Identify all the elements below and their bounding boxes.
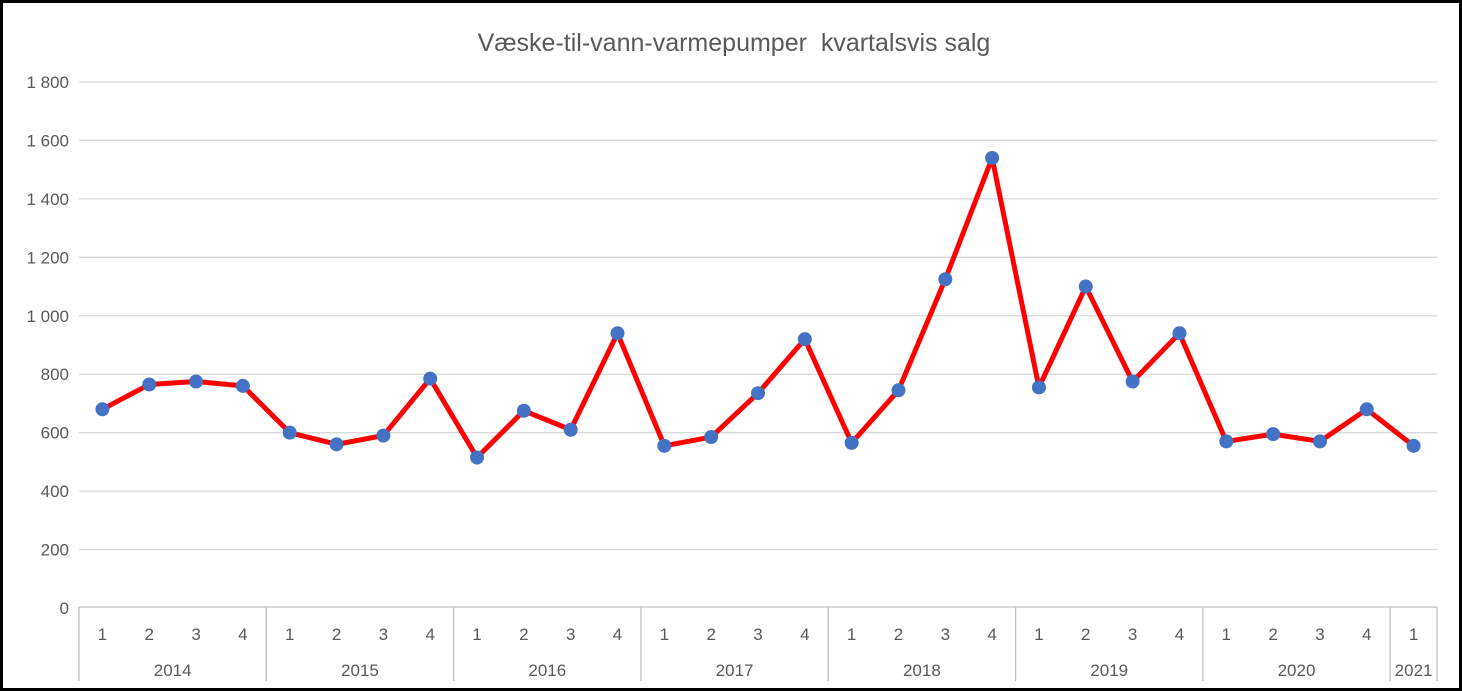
quarter-tick-label: 1 <box>660 625 669 644</box>
quarter-tick-label: 4 <box>613 625 622 644</box>
data-point-marker <box>423 371 438 386</box>
quarter-tick-label: 3 <box>191 625 200 644</box>
data-point-marker <box>235 378 250 393</box>
data-point-marker <box>610 326 625 341</box>
quarter-tick-label: 4 <box>1362 625 1371 644</box>
quarter-tick-label: 3 <box>941 625 950 644</box>
quarter-tick-label: 3 <box>1315 625 1324 644</box>
data-point-marker <box>985 150 1000 165</box>
quarter-tick-label: 1 <box>1222 625 1231 644</box>
data-point-marker <box>563 422 578 437</box>
quarter-tick-label: 3 <box>1128 625 1137 644</box>
quarter-tick-label: 4 <box>238 625 247 644</box>
data-point-marker <box>1172 326 1187 341</box>
data-point-marker <box>657 438 672 453</box>
data-point-marker <box>844 435 859 450</box>
data-point-marker <box>142 377 157 392</box>
y-tick-label: 1 600 <box>26 131 69 150</box>
quarter-tick-label: 4 <box>800 625 809 644</box>
quarter-tick-label: 2 <box>1268 625 1277 644</box>
year-tick-label: 2015 <box>341 661 379 680</box>
y-tick-label: 200 <box>41 541 69 560</box>
data-point-marker <box>95 402 110 417</box>
y-tick-label: 0 <box>60 599 69 618</box>
quarter-tick-label: 1 <box>472 625 481 644</box>
data-point-marker <box>189 374 204 389</box>
year-tick-label: 2019 <box>1090 661 1128 680</box>
quarter-tick-label: 1 <box>1034 625 1043 644</box>
year-tick-label: 2020 <box>1278 661 1316 680</box>
quarter-tick-label: 2 <box>1081 625 1090 644</box>
data-point-marker <box>1406 438 1421 453</box>
data-point-marker <box>1312 434 1327 449</box>
year-tick-label: 2014 <box>154 661 192 680</box>
quarter-tick-label: 1 <box>847 625 856 644</box>
chart-title: Væske-til-vann-varmepumper kvartalsvis s… <box>477 29 991 57</box>
year-tick-label: 2017 <box>716 661 754 680</box>
data-point-marker <box>329 437 344 452</box>
line-chart: 0 200 400 600 800 1 000 1 200 1 400 1 600 1 800 1 2… <box>26 73 1438 681</box>
data-point-marker <box>1125 374 1140 389</box>
quarter-tick-label: 1 <box>1409 625 1418 644</box>
data-point-marker <box>1078 279 1093 294</box>
data-point-marker <box>1031 380 1046 395</box>
year-tick-label: 2021 <box>1395 661 1433 680</box>
quarter-tick-label: 3 <box>566 625 575 644</box>
data-point-marker <box>1219 434 1234 449</box>
y-tick-label: 1 200 <box>26 248 69 267</box>
data-point-marker <box>938 272 953 287</box>
quarter-tick-label: 4 <box>987 625 996 644</box>
quarter-tick-label: 2 <box>519 625 528 644</box>
data-point-marker <box>751 386 765 401</box>
y-tick-label: 600 <box>41 424 69 443</box>
y-tick-label: 1 400 <box>26 190 69 209</box>
quarter-tick-label: 2 <box>894 625 903 644</box>
data-point-marker <box>704 430 719 445</box>
y-tick-label: 400 <box>41 482 69 501</box>
quarter-tick-label: 4 <box>1175 625 1184 644</box>
y-tick-label: 800 <box>41 365 69 384</box>
quarter-tick-label: 4 <box>425 625 434 644</box>
sales-line <box>99 155 1417 461</box>
quarter-tick-label: 3 <box>753 625 762 644</box>
quarter-tick-label: 2 <box>706 625 715 644</box>
quarter-tick-label: 1 <box>285 625 294 644</box>
data-point-marker <box>891 383 906 398</box>
y-tick-label: 1 000 <box>26 307 69 326</box>
data-point-marker <box>516 403 531 418</box>
data-point-marker <box>797 332 812 347</box>
y-tick-label: 1 800 <box>26 73 69 92</box>
data-point-marker <box>1266 427 1281 442</box>
data-point-marker <box>470 450 485 465</box>
data-point-marker <box>376 428 391 443</box>
year-tick-label: 2018 <box>903 661 941 680</box>
quarter-tick-label: 2 <box>145 625 154 644</box>
quarter-tick-label: 2 <box>332 625 341 644</box>
quarter-tick-label: 1 <box>98 625 107 644</box>
data-point-marker <box>1359 402 1374 417</box>
data-point-marker <box>282 425 297 440</box>
quarter-tick-label: 3 <box>379 625 388 644</box>
year-tick-label: 2016 <box>528 661 566 680</box>
